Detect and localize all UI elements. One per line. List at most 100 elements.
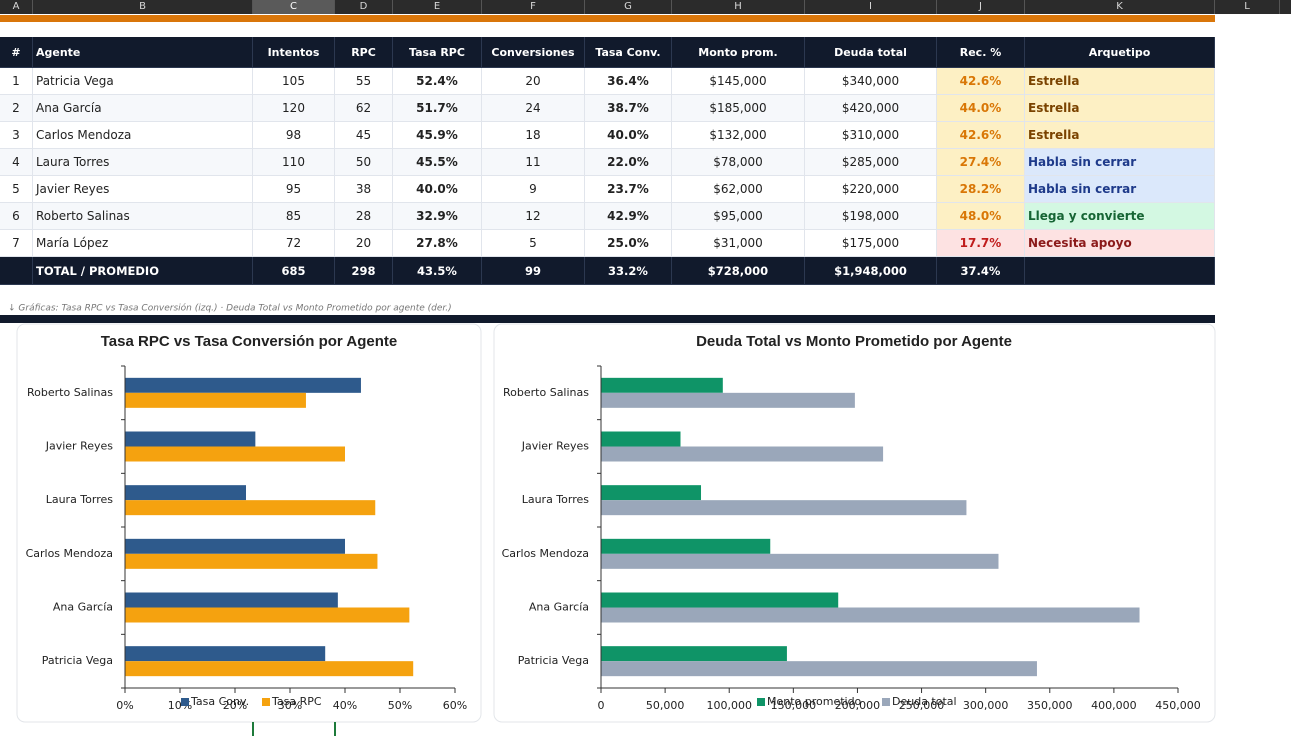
table-cell: 24 [482,95,585,122]
legend-label: Tasa Conv. [190,695,249,708]
x-tick-label: 30% [278,699,302,712]
bar [125,377,361,393]
table-cell: 72 [253,230,335,257]
x-tick-label: 200,000 [835,699,881,712]
x-tick-label: 50% [388,699,412,712]
table-cell: 42.6% [937,68,1025,95]
table-cell: 95 [253,176,335,203]
bar [601,553,999,569]
chart-title: Deuda Total vs Monto Prometido por Agent… [696,333,1012,350]
table-cell: 120 [253,95,335,122]
x-tick-label: 400,000 [1091,699,1137,712]
accent-bar [0,15,1215,22]
bar [125,446,345,462]
bar [125,661,414,677]
table-cell: $95,000 [672,203,805,230]
bar [125,607,410,623]
table-cell: $220,000 [805,176,937,203]
table-cell: 105 [253,68,335,95]
table-cell: $145,000 [672,68,805,95]
y-tick-label: Patricia Vega [42,654,113,667]
y-tick-label: Roberto Salinas [27,386,113,399]
bar [601,500,967,516]
column-letter: F [482,0,585,14]
table-cell: Carlos Mendoza [33,122,253,149]
table-cell: 40.0% [393,176,482,203]
table-cell: Estrella [1025,68,1215,95]
bar [601,592,839,608]
table-cell: 28 [335,203,393,230]
table-cell: 17.7% [937,230,1025,257]
x-tick-label: 100,000 [706,699,752,712]
total-cell: $728,000 [672,257,805,285]
table-cell: 20 [335,230,393,257]
x-tick-label: 50,000 [646,699,685,712]
total-cell: 298 [335,257,393,285]
legend-swatch [262,698,270,706]
table-cell: 2 [0,95,33,122]
table-cell [1025,257,1215,285]
column-letter: K [1025,0,1215,14]
table-cell: 44.0% [937,95,1025,122]
x-tick-label: 0 [598,699,605,712]
table-row: 4 Laura Torres 110 50 45.5% 11 22.0% $78,000 $28… [0,149,1215,176]
y-tick-label: Patricia Vega [518,654,589,667]
x-tick-label: 150,000 [771,699,817,712]
table-cell: $78,000 [672,149,805,176]
table-cell: 55 [335,68,393,95]
header-cell: Tasa RPC [393,37,482,68]
table-cell: Habla sin cerrar [1025,149,1215,176]
column-letter: L [1215,0,1280,14]
column-letter: B [33,0,253,14]
table-cell: $132,000 [672,122,805,149]
column-letter: A [0,0,33,14]
x-tick-label: 0% [116,699,133,712]
dark-bar [0,315,1215,323]
table-cell: 52.4% [393,68,482,95]
table-cell: María López [33,230,253,257]
table-cell: $62,000 [672,176,805,203]
y-tick-label: Carlos Mendoza [26,547,113,560]
table-cell: Necesita apoyo [1025,230,1215,257]
bar [125,538,345,554]
table-cell: 45 [335,122,393,149]
table-cell: 40.0% [585,122,672,149]
chart-title: Tasa RPC vs Tasa Conversión por Agente [101,333,397,350]
table-cell: 98 [253,122,335,149]
table-row: 3 Carlos Mendoza 98 45 45.9% 18 40.0% $132,000 $… [0,122,1215,149]
table-row: 5 Javier Reyes 95 38 40.0% 9 23.7% $62,000 $220,… [0,176,1215,203]
bar [601,646,787,662]
column-letter: G [585,0,672,14]
x-tick-label: 40% [333,699,357,712]
header-cell: Intentos [253,37,335,68]
table-cell: 38 [335,176,393,203]
bar [601,392,855,408]
x-tick-label: 250,000 [899,699,945,712]
table-cell: 1 [0,68,33,95]
x-tick-label: 350,000 [1027,699,1073,712]
x-tick-label: 300,000 [963,699,1009,712]
table-row: 7 María López 72 20 27.8% 5 25.0% $31,000 $175,0… [0,230,1215,257]
table-cell: 18 [482,122,585,149]
table-cell: Estrella [1025,122,1215,149]
table-cell: 50 [335,149,393,176]
total-cell: 33.2% [585,257,672,285]
bar [125,485,246,501]
column-letter: I [805,0,937,14]
table-cell: 27.8% [393,230,482,257]
header-cell: Tasa Conv. [585,37,672,68]
table-cell: 9 [482,176,585,203]
legend-swatch [181,698,189,706]
bar [125,431,256,447]
table: # Agente Intentos RPC Tasa RPC Conversiones Ta… [0,37,1215,285]
table-cell [0,257,33,285]
table-cell: Laura Torres [33,149,253,176]
table-cell: 42.6% [937,122,1025,149]
table-row: 6 Roberto Salinas 85 28 32.9% 12 42.9% $95,000 $… [0,203,1215,230]
table-row: 1 Patricia Vega 105 55 52.4% 20 36.4% $145,000 $… [0,68,1215,95]
table-cell: $31,000 [672,230,805,257]
note: ↓ Gráficas: Tasa RPC vs Tasa Conversión … [8,303,452,314]
table-cell: 32.9% [393,203,482,230]
